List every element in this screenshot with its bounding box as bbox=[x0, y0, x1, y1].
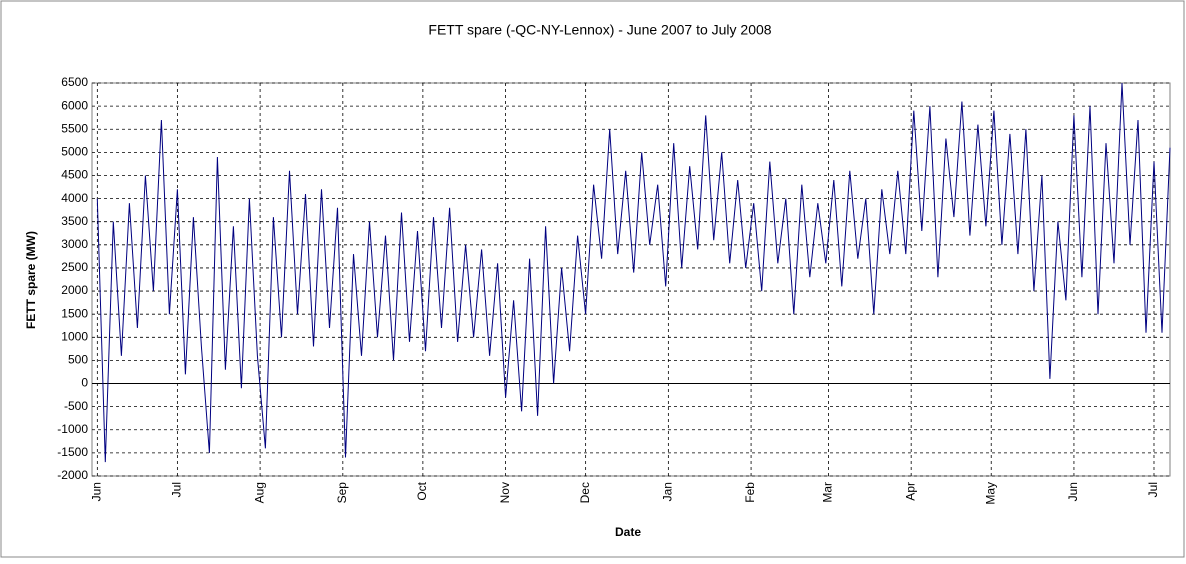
y-tick-label: 3500 bbox=[61, 214, 88, 228]
x-tick-label: Jul bbox=[170, 482, 184, 497]
y-tick-label: -500 bbox=[64, 399, 88, 413]
x-tick-label: Jan bbox=[661, 482, 675, 501]
y-tick-label: 4500 bbox=[61, 168, 88, 182]
x-tick-label: Jun bbox=[1066, 482, 1080, 501]
y-tick-label: 6000 bbox=[61, 98, 88, 112]
x-tick-label: Jun bbox=[90, 482, 104, 501]
y-tick-label: 2000 bbox=[61, 283, 88, 297]
x-tick-label: Mar bbox=[821, 482, 835, 503]
y-tick-label: 5000 bbox=[61, 145, 88, 159]
data-line bbox=[96, 82, 1171, 463]
y-tick-label: -1500 bbox=[57, 445, 88, 459]
x-axis-label: Date bbox=[615, 525, 641, 539]
y-tick-label: -1000 bbox=[57, 422, 88, 436]
x-tick-label: Apr bbox=[903, 482, 917, 501]
y-tick-label: 1500 bbox=[61, 306, 88, 320]
x-tick-label: Feb bbox=[743, 482, 757, 503]
y-tick-label: 0 bbox=[81, 376, 88, 390]
y-tick-label: 500 bbox=[68, 353, 88, 367]
y-tick-label: 1000 bbox=[61, 329, 88, 343]
x-tick-label: Dec bbox=[578, 482, 592, 503]
x-tick-label: Sep bbox=[335, 482, 349, 504]
y-tick-label: 6500 bbox=[61, 75, 88, 89]
x-tick-label: Jul bbox=[1146, 482, 1160, 497]
y-tick-label: 5500 bbox=[61, 121, 88, 135]
y-tick-label: 3000 bbox=[61, 237, 88, 251]
y-tick-label: 2500 bbox=[61, 260, 88, 274]
y-tick-label: -2000 bbox=[57, 468, 88, 482]
y-axis-label: FETT spare (MW) bbox=[24, 231, 38, 329]
x-tick-label: Aug bbox=[252, 482, 266, 503]
x-tick-label: Oct bbox=[415, 481, 429, 500]
x-tick-label: Nov bbox=[498, 482, 512, 503]
x-tick-label: May bbox=[983, 482, 997, 505]
chart-title: FETT spare (-QC-NY-Lennox) - June 2007 t… bbox=[428, 22, 771, 38]
y-tick-label: 4000 bbox=[61, 191, 88, 205]
